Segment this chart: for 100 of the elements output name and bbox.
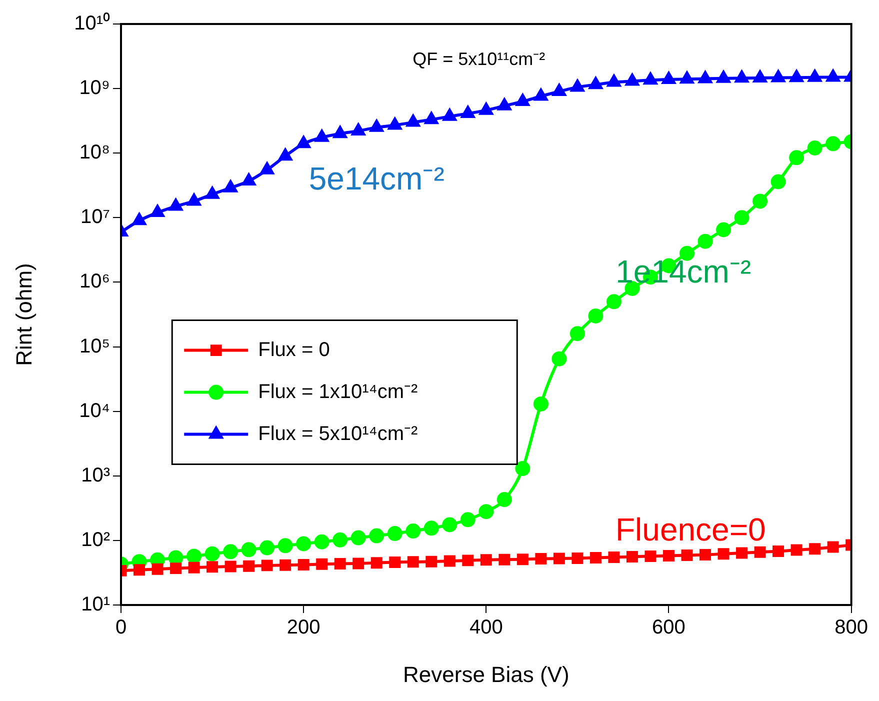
point xyxy=(570,326,585,342)
point xyxy=(406,524,421,539)
point xyxy=(752,194,768,209)
point xyxy=(479,102,493,115)
point xyxy=(352,124,366,136)
point xyxy=(206,186,219,199)
legend-label: Flux = 5x10¹⁴cm⁻² xyxy=(258,422,418,445)
point xyxy=(370,557,382,569)
point xyxy=(442,517,458,532)
point xyxy=(700,549,711,561)
point xyxy=(607,74,621,87)
point xyxy=(553,552,565,564)
point xyxy=(790,544,802,556)
point xyxy=(626,74,639,86)
point xyxy=(570,80,584,92)
point xyxy=(644,72,658,85)
point xyxy=(552,351,567,366)
point xyxy=(204,546,220,562)
y-tick-label: 10⁵ xyxy=(79,335,110,358)
point xyxy=(278,538,293,554)
y-tick-label: 10³ xyxy=(81,464,110,486)
point xyxy=(808,70,822,82)
point xyxy=(478,504,494,520)
point xyxy=(644,550,656,562)
point xyxy=(516,554,528,566)
legend-label: Flux = 1x10¹⁴cm⁻² xyxy=(258,380,418,403)
point xyxy=(424,520,439,536)
point xyxy=(789,150,804,166)
point xyxy=(280,559,292,571)
y-axis-title: Rint (ohm) xyxy=(11,263,36,366)
point xyxy=(807,140,822,156)
point xyxy=(314,534,330,550)
point xyxy=(461,106,475,118)
point xyxy=(278,148,292,161)
point xyxy=(516,94,530,106)
point xyxy=(772,546,784,557)
point xyxy=(681,549,693,561)
x-tick-label: 200 xyxy=(286,616,320,639)
point xyxy=(626,550,638,562)
point xyxy=(424,112,438,124)
x-axis-title: Reverse Bias (V) xyxy=(403,662,570,687)
point xyxy=(407,556,419,568)
point xyxy=(809,543,821,555)
point xyxy=(772,70,785,82)
point xyxy=(662,72,676,84)
point xyxy=(134,564,145,576)
y-tick-label: 10¹ xyxy=(81,594,110,616)
point xyxy=(535,553,547,565)
y-tick-label: 10¹⁰ xyxy=(74,12,110,35)
point xyxy=(498,98,512,110)
point xyxy=(442,108,456,121)
point xyxy=(150,205,164,218)
point xyxy=(132,213,146,226)
point xyxy=(827,541,839,553)
y-tick-label: 10² xyxy=(81,528,110,551)
point xyxy=(315,130,329,142)
point xyxy=(533,396,548,412)
point xyxy=(187,194,201,206)
point xyxy=(206,561,218,573)
legend-label: Flux = 0 xyxy=(258,338,330,361)
point xyxy=(334,558,346,570)
point xyxy=(352,558,364,570)
point xyxy=(589,77,602,90)
x-tick-label: 800 xyxy=(834,616,868,639)
point xyxy=(698,234,713,249)
point xyxy=(753,70,767,82)
point xyxy=(718,548,730,560)
point xyxy=(224,560,236,572)
y-tick-label: 10⁶ xyxy=(80,270,110,293)
point xyxy=(260,162,274,174)
point xyxy=(590,552,602,564)
x-tick-label: 600 xyxy=(652,616,686,639)
x-tick-label: 400 xyxy=(469,616,503,639)
point xyxy=(515,461,530,476)
point xyxy=(480,554,492,566)
point xyxy=(716,70,730,83)
point xyxy=(496,492,512,508)
point xyxy=(826,136,841,152)
point xyxy=(242,173,256,186)
point xyxy=(736,547,748,559)
point xyxy=(462,554,474,566)
point xyxy=(223,544,238,560)
point xyxy=(572,552,584,564)
y-tick-label: 10⁹ xyxy=(79,77,110,100)
point xyxy=(387,526,402,542)
point xyxy=(534,88,548,101)
point xyxy=(588,308,604,324)
point xyxy=(790,70,804,82)
point xyxy=(826,70,840,82)
point xyxy=(224,180,238,192)
point xyxy=(608,551,620,563)
point xyxy=(698,71,712,84)
point xyxy=(552,84,566,96)
point xyxy=(332,532,348,548)
y-tick-label: 10⁷ xyxy=(80,206,110,228)
point xyxy=(662,550,674,562)
point xyxy=(460,512,476,528)
x-tick-label: 0 xyxy=(115,616,127,639)
text: QF = 5x10¹¹cm⁻² xyxy=(412,48,546,69)
point xyxy=(188,562,200,574)
